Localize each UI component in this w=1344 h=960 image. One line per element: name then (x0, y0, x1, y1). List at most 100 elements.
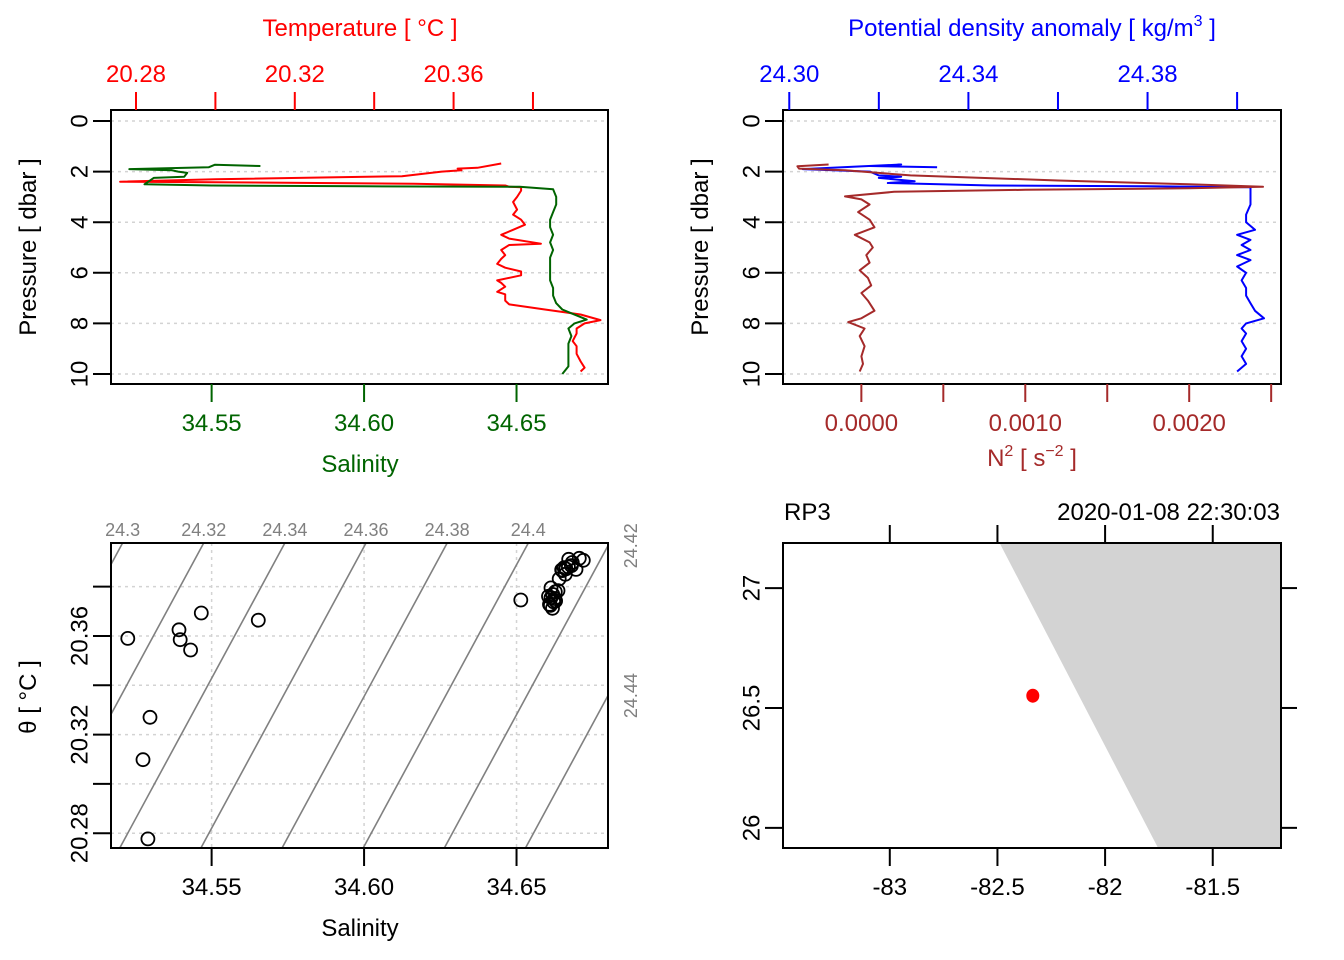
theta-tick-label: 20.28 (66, 803, 93, 863)
pressure-tick-label: 2 (66, 165, 93, 178)
ts-point (171, 622, 187, 638)
ts-diagram-grid (111, 543, 608, 848)
salinity-tick-label: 34.55 (182, 410, 242, 437)
isopycnal-lines (111, 543, 608, 848)
temperature-tick-label: 20.36 (424, 61, 484, 88)
isopycnal-label: 24.32 (181, 520, 226, 540)
isopycnal-label: 24.34 (262, 520, 307, 540)
isopycnal-label: 24.44 (621, 673, 641, 718)
ts-point (135, 752, 151, 768)
ts-point (140, 831, 156, 847)
ts-point (250, 612, 266, 628)
salinity-tick-label: 34.60 (334, 874, 394, 901)
longitude-tick-label: -81.5 (1185, 874, 1240, 901)
latitude-tick-label: 26 (738, 815, 765, 842)
density-profile-line (801, 163, 1265, 373)
pressure-tick-label: 0 (66, 114, 93, 127)
isopycnal-line (111, 543, 205, 716)
ts-profile-lines (119, 162, 602, 375)
salinity-tick-label: 34.65 (486, 874, 546, 901)
n2-axis-title-unit-exp: −2 (1045, 443, 1063, 460)
pressure-axis-title: Pressure [ dbar ] (15, 158, 42, 335)
isopycnal-label: 24.36 (344, 520, 389, 540)
isopycnal-label: 24.3 (105, 520, 140, 540)
ts-point (554, 562, 570, 578)
ts-point (547, 591, 562, 606)
ts-point (142, 709, 158, 725)
station-map-panel: -83 -82.5 -82 -81.5 26 26.5 27 RP3 2020-01-08 … (738, 499, 1297, 901)
temperature-tick-label: 20.32 (265, 61, 325, 88)
n2-axis-title-n: N (987, 445, 1004, 472)
density-tick-label: 24.34 (938, 61, 998, 88)
ts-profile-panel: 0 2 4 6 8 10 34.55 34.60 34.65 20.28 20.32 20.36 Te… (15, 15, 609, 478)
temperature-profile-line (119, 162, 602, 373)
isopycnal-label: 24.38 (425, 520, 470, 540)
density-profile-axes: 0 2 4 6 8 10 24.30 24.34 24.38 0.0000 0.0010 0.0020 (738, 61, 1273, 437)
isopycnal-line (200, 543, 367, 848)
ts-diagram-panel: 34.55 34.60 34.65 20.28 20.32 20.36 24.3 24.32 2… (15, 520, 641, 942)
ts-salinity-axis-title: Salinity (321, 915, 398, 942)
ts-diagram-axes: 34.55 34.60 34.65 20.28 20.32 20.36 24.3 24.32 2… (66, 520, 640, 901)
density-axis-title-exponent: 3 (1194, 13, 1203, 30)
longitude-tick-label: -83 (872, 874, 907, 901)
theta-tick-label: 20.36 (66, 606, 93, 666)
isopycnal-line (119, 543, 286, 848)
density-profile-lines (796, 163, 1265, 373)
n2-tick-label: 0.0010 (989, 410, 1062, 437)
pressure-tick-label: 8 (66, 317, 93, 330)
ts-profile-grid (111, 120, 608, 375)
density-profile-frame (782, 109, 1282, 385)
density-axis-title: Potential density anomaly [ kg/m3 ] (848, 13, 1216, 42)
latitude-tick-label: 26.5 (738, 685, 765, 732)
theta-tick-label: 20.32 (66, 705, 93, 765)
longitude-tick-label: -82.5 (970, 874, 1025, 901)
land-polygon (999, 543, 1281, 848)
pressure-tick-label: 4 (66, 216, 93, 229)
pressure-tick-label: 6 (738, 266, 765, 279)
station-map-frame (782, 542, 1282, 849)
station-map-axes: -83 -82.5 -82 -81.5 26 26.5 27 (738, 525, 1297, 901)
density-profile-grid (783, 120, 1281, 375)
pressure-tick-label: 6 (66, 266, 93, 279)
density-axis-title-main: Potential density anomaly [ kg/m (848, 15, 1194, 42)
isopycnal-line (362, 543, 530, 848)
theta-axis-title: θ [ °C ] (15, 660, 42, 734)
ts-point (172, 632, 188, 648)
n2-tick-label: 0.0000 (825, 410, 898, 437)
ts-point (556, 560, 572, 576)
density-tick-label: 24.38 (1118, 61, 1178, 88)
station-point (1026, 688, 1040, 703)
ts-profile-axes: 0 2 4 6 8 10 34.55 34.60 34.65 20.28 20.32 20.36 (66, 61, 546, 437)
ts-point (120, 631, 136, 646)
ts-diagram-frame (110, 542, 609, 849)
station-name: RP3 (784, 499, 831, 526)
pressure-tick-label: 4 (738, 216, 765, 229)
pressure-axis-title-2: Pressure [ dbar ] (687, 158, 714, 335)
pressure-tick-label: 10 (738, 361, 765, 388)
ts-point (575, 552, 591, 568)
pressure-tick-label: 2 (738, 165, 765, 178)
isopycnal-line (524, 693, 608, 848)
salinity-profile-line (128, 163, 588, 375)
density-tick-label: 24.30 (759, 61, 819, 88)
n2-axis-title-exp: 2 (1004, 443, 1013, 460)
pressure-tick-label: 8 (738, 317, 765, 330)
pressure-tick-label: 0 (738, 114, 765, 127)
ts-profile-frame (110, 109, 609, 385)
salinity-tick-label: 34.65 (486, 410, 546, 437)
n2-tick-label: 0.0020 (1152, 410, 1225, 437)
salinity-axis-title: Salinity (321, 451, 398, 478)
ts-point (513, 592, 529, 608)
density-axis-title-close: ] (1203, 15, 1216, 42)
temperature-tick-label: 20.28 (106, 61, 166, 88)
ts-point (543, 580, 559, 596)
latitude-tick-label: 27 (738, 575, 765, 602)
n2-axis-title-close: ] (1064, 445, 1077, 472)
density-profile-panel: 0 2 4 6 8 10 24.30 24.34 24.38 0.0000 0.0010 0.0020… (687, 13, 1282, 472)
temperature-axis-title: Temperature [ °C ] (263, 15, 458, 42)
salinity-tick-label: 34.60 (334, 410, 394, 437)
n2-axis-title-unit: [ s (1013, 445, 1045, 472)
ts-diagram-points (120, 550, 591, 847)
map-station-points (1026, 688, 1040, 703)
